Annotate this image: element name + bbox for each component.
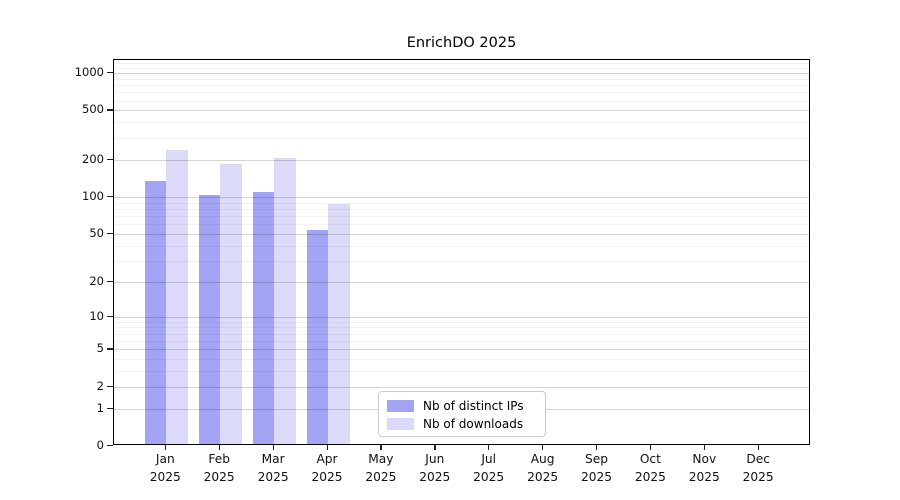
- legend-row-ips: Nb of distinct IPs: [387, 397, 537, 414]
- x-tick-label-aug: Aug 2025: [527, 452, 559, 484]
- x-tick-label-jul: Jul 2025: [473, 452, 505, 484]
- x-tick-mark-may: [380, 445, 382, 450]
- bar-downloads-feb: [220, 164, 242, 444]
- y-tick-mark-0: [107, 445, 113, 447]
- x-tick-mark-aug: [542, 445, 544, 450]
- legend-label-distinct-ips: Nb of distinct IPs: [423, 398, 524, 413]
- x-tick-label-sep: Sep 2025: [580, 452, 613, 484]
- y-tick-mark-200: [107, 158, 113, 160]
- gridline-80: [114, 208, 809, 210]
- y-tick-mark-500: [107, 109, 113, 111]
- gridline-400: [114, 122, 809, 124]
- gridline-2: [114, 386, 809, 388]
- gridline-300: [114, 137, 809, 139]
- y-tick-label-200: 200: [82, 151, 104, 166]
- x-tick-mark-feb: [218, 445, 220, 450]
- gridline-50: [114, 233, 809, 235]
- y-tick-label-20: 20: [89, 273, 104, 288]
- gridline-900: [114, 78, 809, 80]
- legend-label-downloads: Nb of downloads: [423, 416, 524, 431]
- x-tick-label-jun: Jun 2025: [419, 452, 451, 484]
- gridline-60: [114, 224, 809, 226]
- gridline-1200: [114, 63, 809, 65]
- x-tick-mark-jun: [434, 445, 436, 450]
- gridline-7: [114, 333, 809, 335]
- y-tick-mark-5: [107, 348, 113, 350]
- y-tick-label-0: 0: [96, 438, 104, 452]
- x-tick-mark-sep: [596, 445, 598, 450]
- x-tick-label-mar: Mar 2025: [257, 452, 289, 484]
- y-tick-mark-100: [107, 195, 113, 198]
- plot-area: [113, 59, 810, 445]
- x-tick-label-dec: Dec 2025: [742, 452, 774, 484]
- bar-ips-mar: [252, 192, 275, 444]
- gridline-200: [114, 159, 809, 161]
- bar-ips-feb: [198, 194, 221, 444]
- y-tick-label-500: 500: [82, 102, 104, 117]
- y-tick-label-1: 1: [96, 400, 104, 415]
- gridline-5: [114, 349, 809, 351]
- gridline-6: [114, 341, 809, 342]
- gridline-8: [114, 327, 809, 329]
- bar-downloads-jan: [166, 150, 188, 444]
- x-tick-label-nov: Nov 2025: [688, 452, 720, 484]
- x-tick-mark-jan: [164, 445, 167, 450]
- gridline-9: [114, 321, 809, 323]
- gridline-1000: [114, 73, 809, 74]
- gridline-4: [114, 359, 809, 361]
- x-tick-mark-jul: [488, 445, 490, 450]
- gridline-40: [114, 245, 809, 247]
- legend-swatch-distinct-ips: [387, 399, 414, 412]
- gridline-800: [114, 85, 809, 87]
- x-tick-label-feb: Feb 2025: [203, 452, 235, 484]
- gridline-10: [114, 316, 809, 318]
- x-tick-mark-mar: [272, 445, 274, 450]
- legend-row-downloads: Nb of downloads: [387, 415, 537, 432]
- gridline-700: [114, 92, 809, 94]
- y-tick-label-50: 50: [89, 225, 104, 240]
- x-tick-label-apr: Apr 2025: [311, 452, 343, 484]
- bar-ips-apr: [306, 229, 328, 444]
- x-tick-label-may: May 2025: [365, 452, 397, 484]
- chart-title: EnrichDO 2025: [406, 35, 517, 51]
- x-tick-mark-nov: [703, 445, 706, 450]
- y-tick-mark-2: [107, 385, 113, 387]
- y-tick-mark-1000: [107, 72, 113, 74]
- gridline-30: [114, 260, 809, 262]
- x-tick-label-oct: Oct 2025: [634, 452, 666, 484]
- y-tick-label-1000: 1000: [74, 65, 104, 79]
- bar-downloads-mar: [274, 157, 296, 444]
- gridline-100: [114, 196, 809, 198]
- gridline-20: [114, 281, 809, 283]
- x-tick-mark-dec: [757, 445, 759, 450]
- y-tick-mark-20: [107, 280, 113, 282]
- gridline-600: [114, 100, 809, 102]
- gridline-500: [114, 110, 809, 112]
- bar-downloads-apr: [328, 203, 350, 444]
- gridline-1100: [114, 67, 809, 69]
- bar-ips-jan: [144, 180, 167, 444]
- x-tick-mark-apr: [326, 445, 328, 450]
- y-tick-mark-10: [107, 315, 113, 317]
- y-tick-label-100: 100: [82, 188, 104, 203]
- gridline-70: [114, 215, 809, 217]
- y-tick-label-10: 10: [89, 308, 104, 323]
- x-tick-mark-oct: [649, 445, 652, 450]
- y-tick-mark-1: [107, 407, 113, 409]
- legend-swatch-downloads: [387, 417, 414, 430]
- y-tick-label-5: 5: [96, 341, 104, 356]
- legend: Nb of distinct IPs Nb of downloads: [378, 391, 546, 437]
- y-tick-label-2: 2: [96, 378, 104, 393]
- gridline-3: [114, 371, 809, 373]
- y-tick-mark-50: [107, 232, 113, 234]
- gridline-90: [114, 202, 809, 204]
- x-tick-label-jan: Jan 2025: [149, 452, 181, 484]
